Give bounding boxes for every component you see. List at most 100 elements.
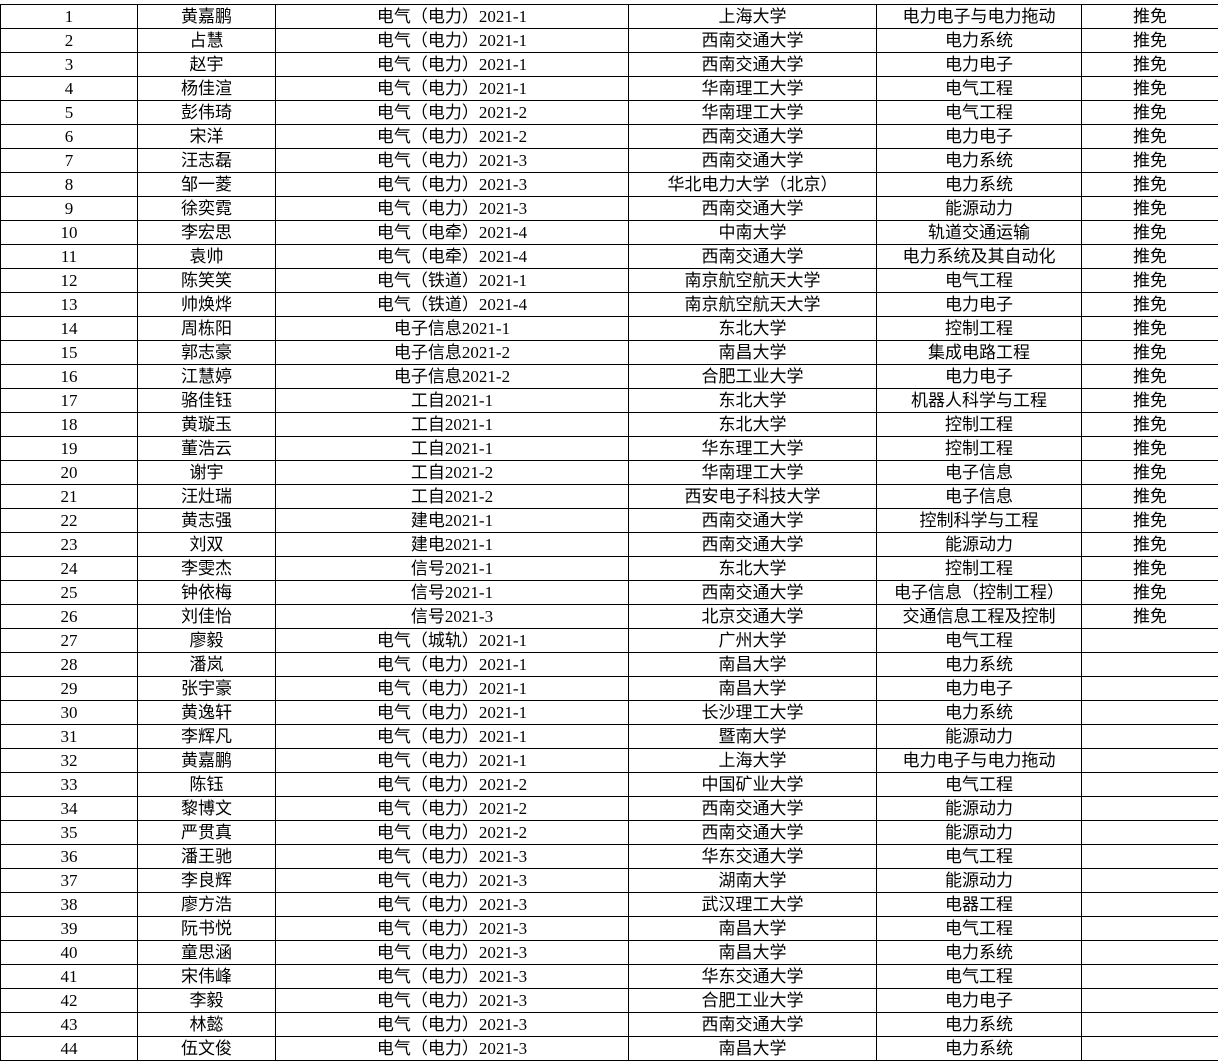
major: 控制科学与工程 bbox=[877, 509, 1082, 533]
class-name: 电子信息2021-2 bbox=[276, 341, 629, 365]
row-number: 30 bbox=[1, 701, 138, 725]
class-name: 电气（电力）2021-1 bbox=[276, 725, 629, 749]
class-name: 电气（电力）2021-1 bbox=[276, 677, 629, 701]
admission-type: 推免 bbox=[1082, 581, 1218, 605]
university: 南京航空航天大学 bbox=[629, 269, 877, 293]
major: 交通信息工程及控制 bbox=[877, 605, 1082, 629]
admission-type bbox=[1082, 869, 1218, 893]
university: 西南交通大学 bbox=[629, 125, 877, 149]
class-name: 电气（电力）2021-1 bbox=[276, 749, 629, 773]
admission-type bbox=[1082, 821, 1218, 845]
class-name: 电子信息2021-1 bbox=[276, 317, 629, 341]
row-number: 28 bbox=[1, 653, 138, 677]
university: 西南交通大学 bbox=[629, 797, 877, 821]
major: 电气工程 bbox=[877, 965, 1082, 989]
class-name: 电气（电力）2021-3 bbox=[276, 173, 629, 197]
class-name: 工自2021-1 bbox=[276, 413, 629, 437]
class-name: 电气（电力）2021-2 bbox=[276, 797, 629, 821]
university: 华南理工大学 bbox=[629, 77, 877, 101]
major: 电力系统 bbox=[877, 149, 1082, 173]
row-number: 21 bbox=[1, 485, 138, 509]
university: 上海大学 bbox=[629, 749, 877, 773]
row-number: 22 bbox=[1, 509, 138, 533]
row-number: 9 bbox=[1, 197, 138, 221]
student-name: 李良辉 bbox=[138, 869, 276, 893]
university: 西南交通大学 bbox=[629, 533, 877, 557]
student-name: 李辉凡 bbox=[138, 725, 276, 749]
student-name: 张宇豪 bbox=[138, 677, 276, 701]
student-name: 赵宇 bbox=[138, 53, 276, 77]
row-number: 25 bbox=[1, 581, 138, 605]
major: 电力电子 bbox=[877, 677, 1082, 701]
admission-type bbox=[1082, 725, 1218, 749]
major: 电力电子 bbox=[877, 53, 1082, 77]
class-name: 工自2021-1 bbox=[276, 437, 629, 461]
admission-type bbox=[1082, 965, 1218, 989]
major: 能源动力 bbox=[877, 821, 1082, 845]
university: 广州大学 bbox=[629, 629, 877, 653]
admission-type: 推免 bbox=[1082, 557, 1218, 581]
admission-type bbox=[1082, 917, 1218, 941]
university: 西南交通大学 bbox=[629, 197, 877, 221]
student-name: 潘王驰 bbox=[138, 845, 276, 869]
row-number: 8 bbox=[1, 173, 138, 197]
major: 电子信息 bbox=[877, 461, 1082, 485]
class-name: 电气（电力）2021-3 bbox=[276, 941, 629, 965]
student-name: 汪灶瑞 bbox=[138, 485, 276, 509]
major: 电力电子 bbox=[877, 365, 1082, 389]
row-number: 37 bbox=[1, 869, 138, 893]
major: 电气工程 bbox=[877, 101, 1082, 125]
class-name: 建电2021-1 bbox=[276, 533, 629, 557]
class-name: 工自2021-1 bbox=[276, 389, 629, 413]
university: 南昌大学 bbox=[629, 677, 877, 701]
student-name: 黄嘉鹏 bbox=[138, 749, 276, 773]
student-name: 袁帅 bbox=[138, 245, 276, 269]
university: 华南理工大学 bbox=[629, 101, 877, 125]
university: 东北大学 bbox=[629, 389, 877, 413]
row-number: 16 bbox=[1, 365, 138, 389]
university: 东北大学 bbox=[629, 413, 877, 437]
admission-type: 推免 bbox=[1082, 29, 1218, 53]
row-number: 10 bbox=[1, 221, 138, 245]
university: 华东理工大学 bbox=[629, 437, 877, 461]
class-name: 电气（电力）2021-1 bbox=[276, 77, 629, 101]
major: 能源动力 bbox=[877, 533, 1082, 557]
class-name: 电气（电力）2021-3 bbox=[276, 965, 629, 989]
major: 能源动力 bbox=[877, 725, 1082, 749]
admission-type bbox=[1082, 701, 1218, 725]
university: 暨南大学 bbox=[629, 725, 877, 749]
student-name: 陈钰 bbox=[138, 773, 276, 797]
university: 长沙理工大学 bbox=[629, 701, 877, 725]
university: 西南交通大学 bbox=[629, 581, 877, 605]
admission-type: 推免 bbox=[1082, 197, 1218, 221]
class-name: 电气（电力）2021-2 bbox=[276, 773, 629, 797]
class-name: 电气（电力）2021-3 bbox=[276, 869, 629, 893]
major: 电力系统 bbox=[877, 173, 1082, 197]
major: 机器人科学与工程 bbox=[877, 389, 1082, 413]
admission-type: 推免 bbox=[1082, 221, 1218, 245]
row-number: 5 bbox=[1, 101, 138, 125]
student-name: 刘双 bbox=[138, 533, 276, 557]
class-name: 电气（电力）2021-1 bbox=[276, 53, 629, 77]
row-number: 38 bbox=[1, 893, 138, 917]
admission-type bbox=[1082, 773, 1218, 797]
student-name: 钟依梅 bbox=[138, 581, 276, 605]
student-name: 郭志豪 bbox=[138, 341, 276, 365]
row-number: 18 bbox=[1, 413, 138, 437]
class-name: 电气（电力）2021-1 bbox=[276, 5, 629, 29]
row-number: 4 bbox=[1, 77, 138, 101]
class-name: 工自2021-2 bbox=[276, 461, 629, 485]
university: 南昌大学 bbox=[629, 1037, 877, 1061]
student-name: 邹一菱 bbox=[138, 173, 276, 197]
university: 西南交通大学 bbox=[629, 245, 877, 269]
university: 华南理工大学 bbox=[629, 461, 877, 485]
